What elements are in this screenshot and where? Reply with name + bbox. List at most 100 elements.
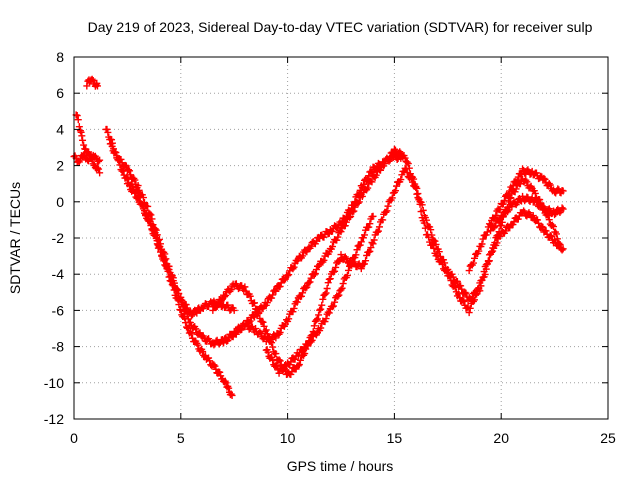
data-point bbox=[252, 325, 260, 333]
data-point bbox=[317, 305, 325, 313]
y-tick-label: -2 bbox=[52, 230, 65, 246]
data-point bbox=[356, 241, 364, 249]
data-series bbox=[209, 164, 567, 378]
data-point bbox=[358, 192, 366, 200]
data-point bbox=[545, 180, 553, 188]
data-point bbox=[83, 82, 91, 90]
data-point bbox=[540, 174, 548, 182]
data-point bbox=[134, 182, 142, 190]
data-point bbox=[334, 292, 342, 300]
data-point bbox=[186, 319, 194, 327]
data-point bbox=[367, 167, 375, 175]
data-point bbox=[471, 254, 478, 262]
data-point bbox=[249, 312, 257, 320]
data-point bbox=[334, 233, 342, 241]
data-point bbox=[324, 279, 332, 287]
data-point bbox=[310, 322, 318, 330]
data-point bbox=[289, 265, 297, 273]
data-point bbox=[505, 191, 513, 199]
data-point bbox=[420, 219, 428, 227]
data-point bbox=[545, 216, 553, 224]
data-point bbox=[291, 355, 299, 363]
data-point bbox=[254, 306, 262, 314]
data-point bbox=[504, 192, 512, 200]
data-point bbox=[491, 223, 499, 231]
data-point bbox=[382, 208, 390, 216]
data-point bbox=[272, 287, 280, 295]
data-point bbox=[497, 221, 505, 229]
data-point bbox=[134, 193, 142, 201]
data-point bbox=[181, 314, 189, 322]
x-tick-label: 20 bbox=[493, 430, 509, 446]
data-point bbox=[384, 202, 392, 210]
data-point bbox=[357, 238, 365, 246]
data-point bbox=[232, 328, 240, 336]
data-point bbox=[409, 178, 417, 186]
data-point bbox=[187, 312, 195, 320]
data-point bbox=[472, 291, 480, 299]
data-point bbox=[275, 356, 283, 364]
data-point bbox=[108, 142, 116, 150]
data-point bbox=[295, 361, 303, 369]
data-point bbox=[381, 159, 389, 167]
x-tick-label: 15 bbox=[387, 430, 403, 446]
data-point bbox=[443, 266, 451, 274]
data-point bbox=[430, 244, 438, 252]
data-point bbox=[374, 227, 382, 235]
data-point bbox=[194, 341, 202, 349]
data-point bbox=[550, 223, 558, 231]
data-point bbox=[227, 286, 235, 294]
data-point bbox=[96, 156, 104, 164]
data-point bbox=[479, 273, 487, 281]
data-point bbox=[228, 391, 236, 399]
x-tick-label: 10 bbox=[280, 430, 296, 446]
data-point bbox=[338, 284, 346, 292]
data-point bbox=[499, 212, 507, 220]
data-point bbox=[183, 304, 191, 312]
data-point bbox=[341, 222, 349, 230]
data-point bbox=[117, 155, 125, 163]
data-point bbox=[250, 313, 258, 321]
data-point bbox=[322, 289, 330, 297]
data-point bbox=[80, 141, 88, 149]
data-point bbox=[415, 196, 423, 204]
data-point bbox=[508, 185, 516, 193]
data-series bbox=[262, 212, 377, 377]
data-point bbox=[294, 352, 302, 360]
data-point bbox=[250, 299, 258, 307]
data-point bbox=[259, 318, 267, 326]
data-point bbox=[310, 271, 318, 279]
data-point bbox=[367, 244, 375, 252]
data-point bbox=[268, 339, 276, 347]
data-point bbox=[147, 220, 155, 228]
data-point bbox=[143, 210, 151, 218]
data-point bbox=[469, 297, 477, 305]
data-point bbox=[482, 231, 490, 239]
y-tick-label: 4 bbox=[56, 121, 64, 137]
data-point bbox=[546, 181, 554, 189]
data-point bbox=[210, 341, 218, 349]
data-point bbox=[432, 252, 440, 260]
data-point bbox=[300, 346, 308, 354]
data-point bbox=[483, 228, 491, 236]
data-point bbox=[396, 148, 404, 156]
data-point bbox=[264, 348, 272, 356]
data-point bbox=[269, 356, 277, 364]
data-point bbox=[339, 280, 347, 288]
data-point bbox=[407, 174, 415, 182]
data-point bbox=[344, 266, 352, 274]
data-point bbox=[263, 299, 271, 307]
data-point bbox=[346, 213, 354, 221]
data-point bbox=[388, 194, 396, 202]
data-point bbox=[551, 236, 559, 244]
data-point bbox=[391, 187, 399, 195]
data-points bbox=[70, 75, 567, 399]
data-point bbox=[87, 152, 95, 160]
data-point bbox=[113, 152, 121, 160]
data-point bbox=[412, 184, 420, 192]
data-point bbox=[331, 267, 339, 275]
chart-title: Day 219 of 2023, Sidereal Day-to-day VTE… bbox=[88, 19, 593, 35]
data-point bbox=[355, 198, 363, 206]
data-point bbox=[459, 296, 467, 304]
